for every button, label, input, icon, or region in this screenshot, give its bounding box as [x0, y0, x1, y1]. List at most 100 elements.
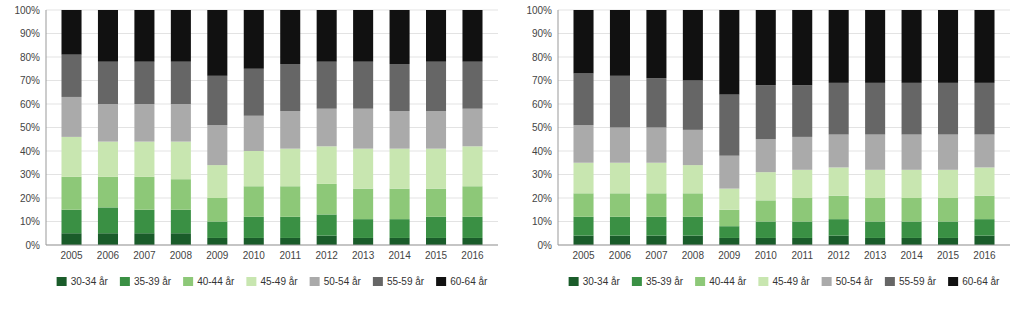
bar — [462, 146, 482, 186]
bar — [462, 186, 482, 217]
bar — [573, 10, 593, 73]
bar — [98, 177, 118, 208]
legend-label: 55-59 år — [899, 276, 937, 287]
bar — [317, 184, 337, 215]
bar — [280, 111, 300, 149]
bar — [171, 179, 191, 210]
bar — [719, 10, 739, 95]
bar — [426, 238, 446, 245]
legend-swatch — [120, 277, 130, 286]
bar — [426, 62, 446, 111]
bar — [756, 172, 776, 200]
bar — [902, 198, 922, 222]
bar — [207, 198, 227, 222]
bar — [98, 142, 118, 177]
legend-label: 30-34 år — [71, 276, 109, 287]
y-tick-label: 80% — [20, 52, 40, 63]
bar — [610, 76, 630, 128]
bar — [244, 10, 264, 69]
bar — [171, 104, 191, 142]
legend-swatch — [246, 277, 256, 286]
legend-item: 40-44 år — [695, 276, 747, 287]
x-tick-label: 2016 — [973, 250, 996, 261]
x-tick-label: 2012 — [316, 250, 339, 261]
legend-item: 35-39 år — [120, 276, 172, 287]
legend-swatch — [948, 277, 958, 286]
bar — [610, 128, 630, 163]
bar — [317, 236, 337, 245]
bar — [719, 210, 739, 226]
legend-swatch — [569, 277, 579, 286]
x-tick-label: 2016 — [461, 250, 484, 261]
bar — [390, 238, 410, 245]
bar — [610, 10, 630, 76]
x-tick-label: 2007 — [645, 250, 668, 261]
legend-item: 50-54 år — [822, 276, 874, 287]
y-tick-label: 40% — [20, 146, 40, 157]
legend-label: 50-54 år — [836, 276, 874, 287]
bar — [829, 196, 849, 220]
bar — [938, 83, 958, 135]
bar — [756, 85, 776, 139]
bar — [353, 219, 373, 238]
bar — [280, 64, 300, 111]
legend-swatch — [758, 277, 768, 286]
bar — [317, 10, 337, 62]
legend-label: 55-59 år — [387, 276, 425, 287]
y-axis-line — [46, 10, 47, 245]
bars — [61, 10, 482, 245]
bar — [61, 10, 81, 55]
legend-label: 35-39 år — [134, 276, 172, 287]
y-tick-label: 70% — [20, 75, 40, 86]
bar — [134, 177, 154, 210]
legend-item: 30-34 år — [569, 276, 621, 287]
x-tick-label: 2009 — [718, 250, 741, 261]
bar — [280, 238, 300, 245]
x-tick-label: 2010 — [755, 250, 778, 261]
bar — [865, 83, 885, 135]
y-tick-label: 0% — [26, 240, 41, 251]
grid — [558, 10, 1010, 245]
bar — [171, 233, 191, 245]
legend-swatch — [57, 277, 67, 286]
x-tick-label: 2009 — [206, 250, 229, 261]
bar — [902, 83, 922, 135]
bar — [134, 233, 154, 245]
bar — [646, 128, 666, 163]
bar — [573, 73, 593, 125]
bar — [792, 238, 812, 245]
legend-label: 35-39 år — [646, 276, 684, 287]
bar — [280, 217, 300, 238]
bar — [426, 149, 446, 189]
bar — [646, 78, 666, 127]
bar — [353, 189, 373, 220]
x-axis-line — [46, 245, 498, 246]
x-axis-line — [558, 245, 1010, 246]
bar — [462, 109, 482, 147]
bar — [683, 130, 703, 165]
bar — [719, 95, 739, 156]
bar — [244, 69, 264, 116]
bar — [938, 198, 958, 222]
legend-item: 30-34 år — [57, 276, 109, 287]
bar — [207, 222, 227, 238]
bar — [573, 217, 593, 236]
bar — [244, 151, 264, 186]
x-tick-label: 2005 — [572, 250, 595, 261]
y-tick-label: 10% — [532, 216, 552, 227]
legend-label: 60-64 år — [962, 276, 1000, 287]
bar — [756, 10, 776, 85]
bar — [683, 217, 703, 236]
bar — [974, 10, 994, 83]
bar — [756, 200, 776, 221]
bar — [171, 142, 191, 180]
y-tick-label: 30% — [532, 169, 552, 180]
bar — [829, 219, 849, 235]
x-tick-label: 2006 — [97, 250, 120, 261]
bar — [426, 217, 446, 238]
bar — [207, 238, 227, 245]
legend: 30-34 år35-39 år40-44 år45-49 år50-54 år… — [569, 276, 1000, 287]
y-tick-label: 70% — [532, 75, 552, 86]
bar — [134, 104, 154, 142]
bar — [974, 236, 994, 245]
